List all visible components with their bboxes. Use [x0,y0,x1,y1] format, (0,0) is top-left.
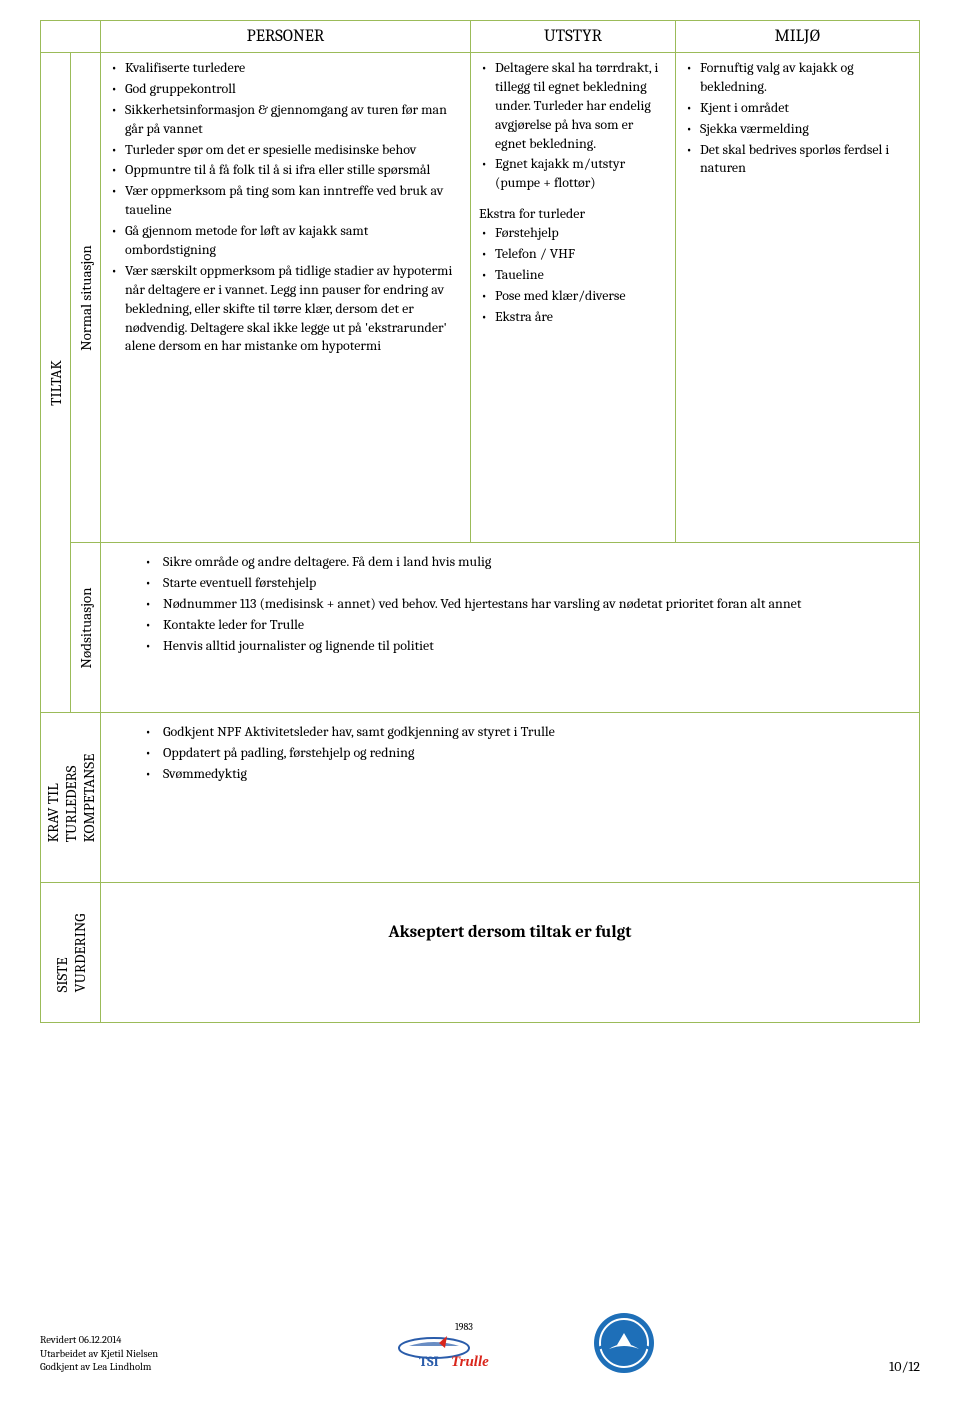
tiltak-label-cell: TILTAK [41,53,71,713]
list-item: Henvis alltid journalister og lignende t… [143,637,907,656]
normal-utstyr-cell: Deltagere skal ha tørrdrakt, i tillegg t… [471,53,676,543]
tsi-trulle-logo: 1983 TSI Trulle [389,1318,509,1368]
normal-label: Normal situasjon [77,245,95,351]
list-item: Nødnummer 113 (medisinsk + annet) ved be… [143,595,907,614]
list-item: Starte eventuell førstehjelp [143,574,907,593]
list-item: Førstehjelp [479,224,667,243]
list-item: God gruppekontroll [109,80,462,99]
normal-row: TILTAK Normal situasjon Kvalifiserte tur… [41,53,920,543]
siste-label: SISTEVURDERING [53,913,89,992]
normal-miljo-list: Fornuftig valg av kajakk og bekledning. K… [684,59,911,178]
normal-personer-cell: Kvalifiserte turledere God gruppekontroll… [101,53,471,543]
list-item: Egnet kajakk m/utstyr (pumpe + flottør) [479,155,667,193]
page-number: 10/12 [889,1358,920,1375]
list-item: Deltagere skal ha tørrdrakt, i tillegg t… [479,59,667,153]
siste-content: Akseptert dersom tiltak er fulgt [101,883,920,1023]
utstyr-extra-label: Ekstra for turleder [479,205,667,222]
list-item: Sikkerhetsinformasjon & gjennomgang av t… [109,101,462,139]
tiltak-label: TILTAK [47,360,65,406]
list-item: Det skal bedrives sporløs ferdsel i natu… [684,141,911,179]
list-item: Vær oppmerksom på ting som kan inntreffe… [109,182,462,220]
krav-label-cell: KRAV TILTURLEDERSKOMPETANSE [41,713,101,883]
siste-label-cell: SISTEVURDERING [41,883,101,1023]
footer-left: Revidert 06.12.2014 Utarbeidet av Kjetil… [40,1334,158,1375]
footer-logos: 1983 TSI Trulle [389,1311,659,1375]
main-table: PERSONER UTSTYR MILJØ TILTAK Normal situ… [40,20,920,1023]
krav-content-cell: Godkjent NPF Aktivitetsleder hav, samt g… [101,713,920,883]
logo-tsi: TSI [419,1353,439,1368]
siste-row: SISTEVURDERING Akseptert dersom tiltak e… [41,883,920,1023]
normal-personer-list: Kvalifiserte turledere God gruppekontroll… [109,59,462,356]
footer: Revidert 06.12.2014 Utarbeidet av Kjetil… [40,1311,920,1375]
list-item: Taueline [479,266,667,285]
nod-content-cell: Sikre område og andre deltagere. Få dem … [101,543,920,713]
footer-line3: Godkjent av Lea Lindholm [40,1361,158,1375]
list-item: Ekstra åre [479,308,667,327]
krav-list: Godkjent NPF Aktivitetsleder hav, samt g… [113,723,907,784]
normal-utstyr-list: Deltagere skal ha tørrdrakt, i tillegg t… [479,59,667,193]
list-item: Oppdatert på padling, førstehjelp og red… [143,744,907,763]
nod-label-cell: Nødsituasjon [71,543,101,713]
nod-label: Nødsituasjon [77,587,95,668]
footer-line2: Utarbeidet av Kjetil Nielsen [40,1348,158,1362]
header-utstyr: UTSTYR [471,21,676,53]
list-item: Sikre område og andre deltagere. Få dem … [143,553,907,572]
normal-label-cell: Normal situasjon [71,53,101,543]
list-item: Kjent i området [684,99,911,118]
list-item: Godkjent NPF Aktivitetsleder hav, samt g… [143,723,907,742]
list-item: Sjekka værmelding [684,120,911,139]
list-item: Vær særskilt oppmerksom på tidlige stadi… [109,262,462,356]
list-item: Oppmuntre til å få folk til å si ifra el… [109,161,462,180]
list-item: Svømmedyktig [143,765,907,784]
nod-list: Sikre område og andre deltagere. Få dem … [113,553,907,655]
logo-trulle: Trulle [451,1354,489,1368]
normal-utstyr-extra-list: Førstehjelp Telefon / VHF Taueline Pose med… [479,224,667,326]
list-item: Kontakte leder for Trulle [143,616,907,635]
nod-row: Nødsituasjon Sikre område og andre delta… [41,543,920,713]
header-personer: PERSONER [101,21,471,53]
npf-logo [589,1311,659,1375]
list-item: Telefon / VHF [479,245,667,264]
krav-label: KRAV TILTURLEDERSKOMPETANSE [44,753,98,842]
footer-line1: Revidert 06.12.2014 [40,1334,158,1348]
normal-miljo-cell: Fornuftig valg av kajakk og bekledning. K… [676,53,920,543]
list-item: Kvalifiserte turledere [109,59,462,78]
list-item: Pose med klær/diverse [479,287,667,306]
list-item: Gå gjennom metode for løft av kajakk sam… [109,222,462,260]
list-item: Turleder spør om det er spesielle medisi… [109,141,462,160]
logo-year: 1983 [455,1321,473,1333]
list-item: Fornuftig valg av kajakk og bekledning. [684,59,911,97]
header-miljo: MILJØ [676,21,920,53]
header-row: PERSONER UTSTYR MILJØ [41,21,920,53]
header-empty [41,21,101,53]
krav-row: KRAV TILTURLEDERSKOMPETANSE Godkjent NPF… [41,713,920,883]
